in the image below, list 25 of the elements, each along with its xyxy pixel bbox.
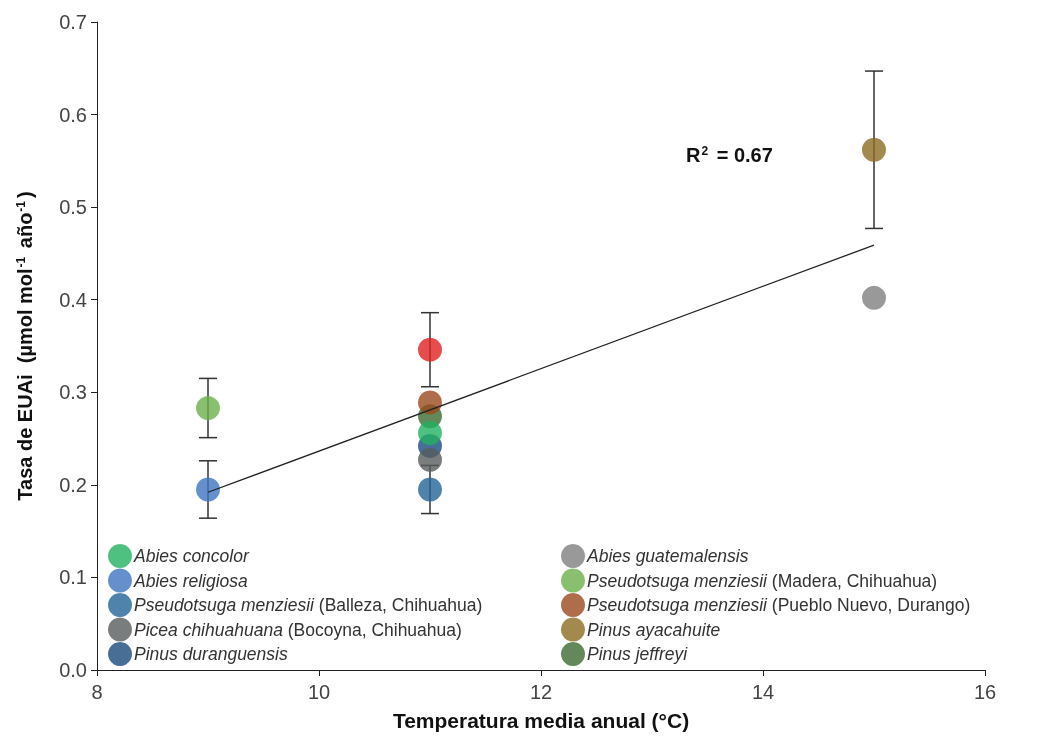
legend-label: Pinus ayacahuite [587, 619, 721, 640]
y-tick-label: 0.0 [59, 659, 87, 681]
legend-label: Pseudotsuga menziesii (Balleza, Chihuahua) [134, 595, 483, 615]
legend-label: Abies concolor [133, 546, 250, 566]
x-tick-label: 14 [751, 681, 775, 703]
y-tick-label: 0.3 [59, 381, 87, 404]
legend-label: Abies religiosa [133, 570, 249, 591]
x-tick-label: 10 [307, 681, 331, 703]
legend-label: Pinus duranguensis [134, 644, 288, 664]
x-tick-label: 8 [91, 681, 103, 703]
x-tick-label: 12 [529, 681, 553, 703]
y-axis-title: Tasa de EUAi (µmol mol-1 año-1) [14, 191, 36, 501]
legend-label: Pseudotsuga menziesii (Madera, Chihuahua) [587, 570, 938, 591]
legend-label: Picea chihuahuana (Bocoyna, Chihuahua) [134, 619, 462, 640]
y-tick-label: 0.4 [59, 288, 87, 311]
y-tick-label: 0.6 [59, 103, 87, 126]
x-axis-title: Temperatura media anual (°C) [392, 709, 690, 732]
y-tick-label: 0.1 [59, 566, 87, 589]
legend-label: Abies guatemalensis [586, 546, 749, 566]
y-tick-label: 0.2 [59, 473, 87, 496]
y-tick-label: 0.7 [59, 11, 87, 33]
legend-label: Pseudotsuga menziesii (Pueblo Nuevo, Durango) [587, 595, 971, 615]
y-tick-label: 0.5 [59, 196, 87, 219]
legend-label: Pinus jeffreyi [587, 644, 689, 664]
x-tick-label: 16 [973, 681, 997, 703]
